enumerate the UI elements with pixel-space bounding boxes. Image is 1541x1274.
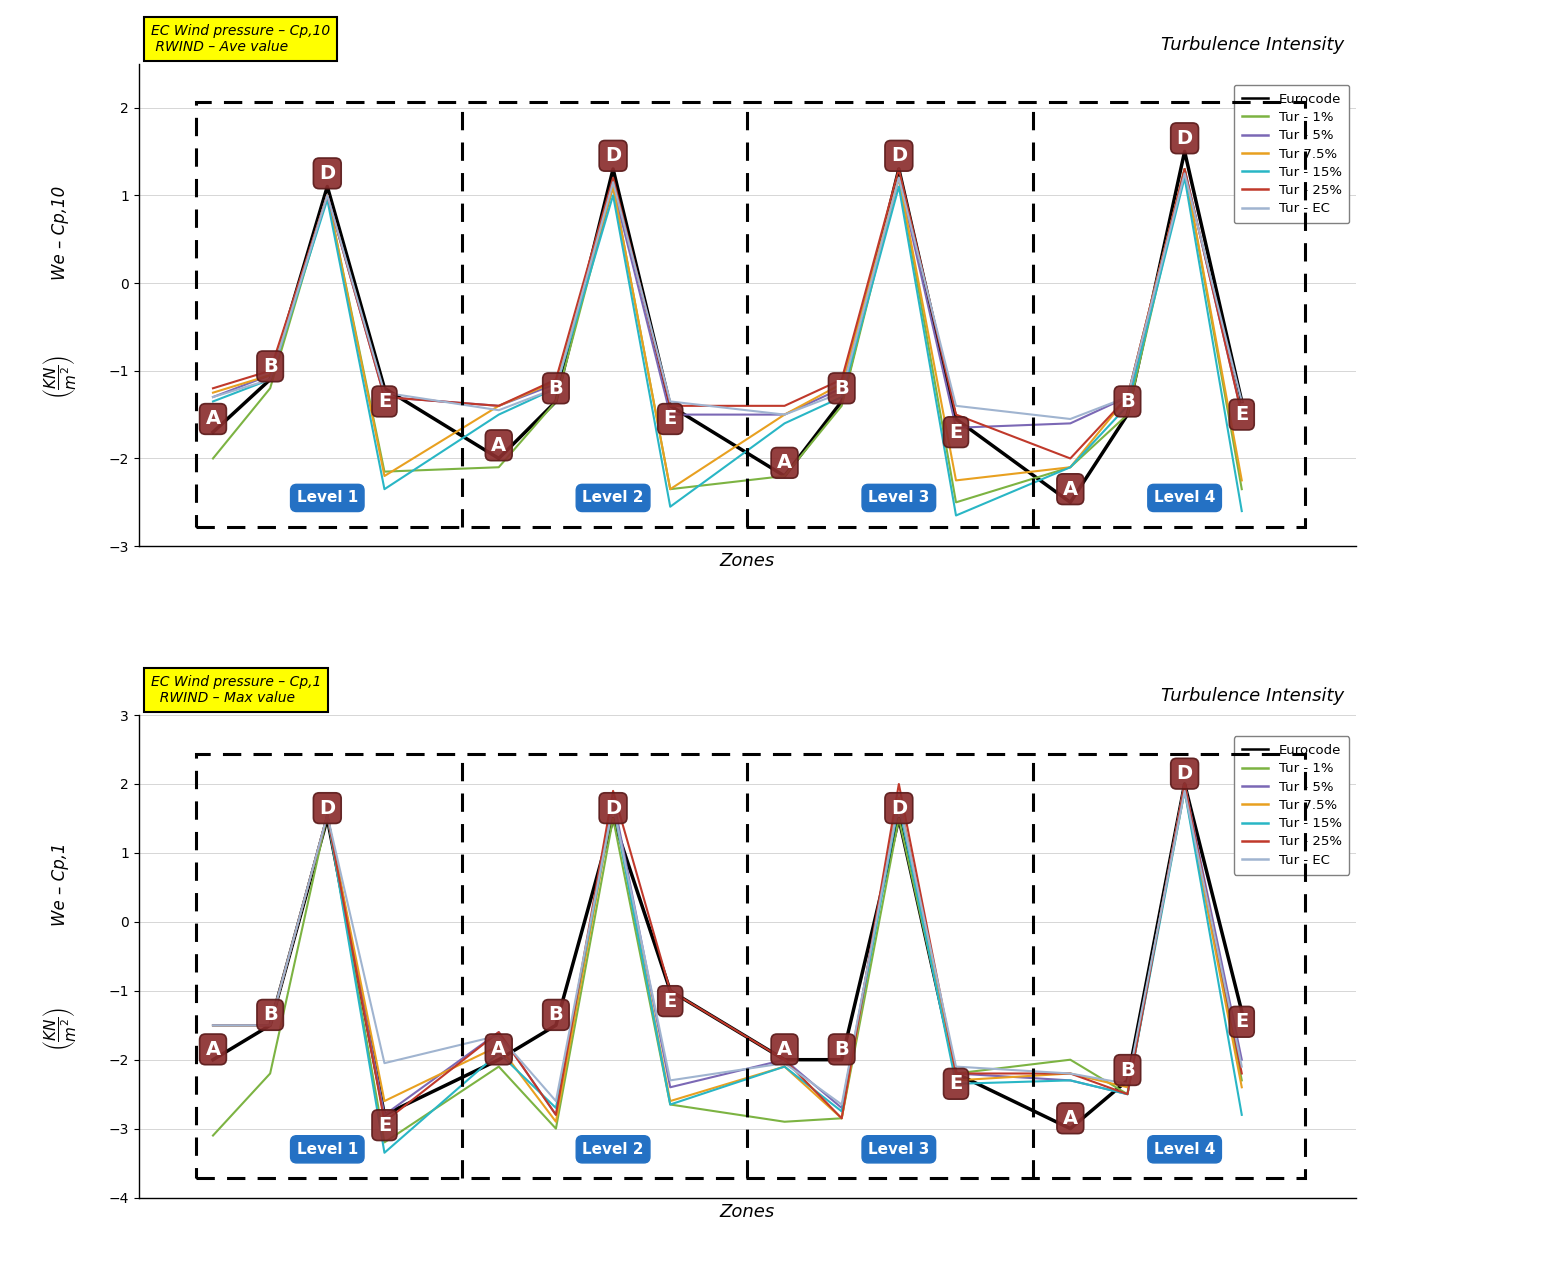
Text: We – Cp,10: We – Cp,10 [51,186,68,280]
Text: A: A [777,454,792,473]
Text: Level 2: Level 2 [582,1142,644,1157]
Text: E: E [378,1116,391,1135]
Text: Level 2: Level 2 [582,490,644,506]
Text: Level 3: Level 3 [868,1142,929,1157]
Text: B: B [1120,392,1134,412]
Text: D: D [1177,129,1193,148]
X-axis label: Zones: Zones [720,1203,775,1220]
Text: E: E [1236,405,1248,424]
Text: A: A [1063,1108,1077,1127]
Text: E: E [1236,1013,1248,1031]
Text: EC Wind pressure – Cp,1
  RWIND – Max value: EC Wind pressure – Cp,1 RWIND – Max valu… [151,675,321,706]
Text: B: B [264,1005,277,1024]
Text: D: D [891,147,908,166]
Text: Turbulence Intensity: Turbulence Intensity [1160,36,1344,54]
Bar [196,102,1305,527]
Text: Level 3: Level 3 [868,490,929,506]
Text: D: D [606,147,621,166]
Text: E: E [664,409,676,428]
Text: A: A [205,1040,220,1059]
Text: We – Cp,1: We – Cp,1 [51,842,68,926]
Text: D: D [606,799,621,818]
Text: D: D [891,799,908,818]
Text: A: A [777,1040,792,1059]
Text: A: A [205,409,220,428]
Text: Level 4: Level 4 [1154,490,1216,506]
Text: A: A [492,436,507,455]
Text: Level 4: Level 4 [1154,1142,1216,1157]
Text: E: E [664,991,676,1010]
Text: B: B [834,378,849,397]
Text: EC Wind pressure – Cp,10
 RWIND – Ave value: EC Wind pressure – Cp,10 RWIND – Ave val… [151,24,330,54]
Legend: Eurocode, Tur - 1%, Tur - 5%, Tur 7.5%, Tur - 15%, Tur - 25%, Tur - EC: Eurocode, Tur - 1%, Tur - 5%, Tur 7.5%, … [1234,85,1350,223]
Text: Level 1: Level 1 [297,490,358,506]
Text: E: E [949,1074,963,1093]
Text: $\left(\dfrac{KN}{m^2}\right)$: $\left(\dfrac{KN}{m^2}\right)$ [42,1006,79,1051]
Bar [196,754,1305,1178]
X-axis label: Zones: Zones [720,552,775,569]
Text: D: D [319,164,336,183]
Text: B: B [834,1040,849,1059]
Text: E: E [949,423,963,442]
Text: B: B [549,1005,564,1024]
Text: B: B [549,378,564,397]
Text: B: B [1120,1060,1134,1079]
Text: Level 1: Level 1 [297,1142,358,1157]
Text: D: D [319,799,336,818]
Legend: Eurocode, Tur - 1%, Tur - 5%, Tur 7.5%, Tur - 15%, Tur - 25%, Tur - EC: Eurocode, Tur - 1%, Tur - 5%, Tur 7.5%, … [1234,736,1350,875]
Text: $\left(\dfrac{KN}{m^2}\right)$: $\left(\dfrac{KN}{m^2}\right)$ [42,355,79,399]
Text: D: D [1177,764,1193,784]
Text: A: A [1063,480,1077,498]
Text: A: A [492,1040,507,1059]
Text: E: E [378,392,391,412]
Text: B: B [264,357,277,376]
Text: Turbulence Intensity: Turbulence Intensity [1160,688,1344,706]
